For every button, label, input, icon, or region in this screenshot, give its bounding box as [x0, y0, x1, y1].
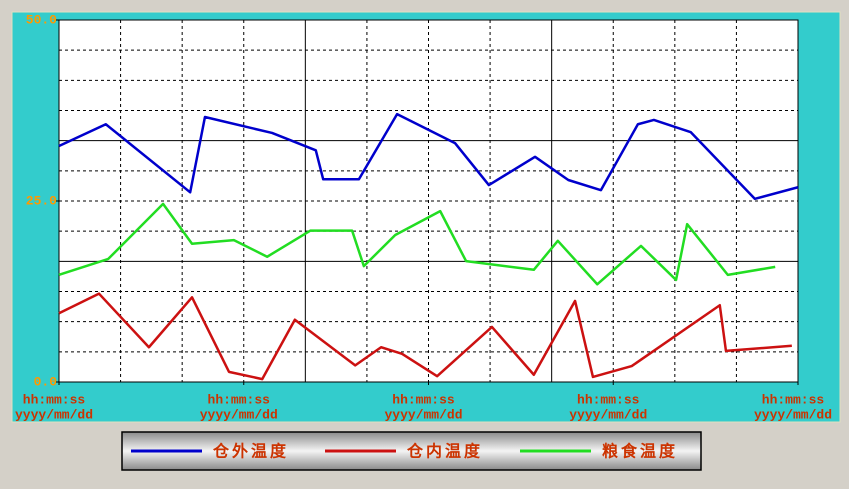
x-tick-label: hh:mm:ss: [23, 392, 86, 407]
legend: [121, 431, 702, 471]
x-tick-label: yyyy/mm/dd: [754, 407, 832, 422]
y-tick-label: 50.0: [26, 12, 57, 27]
legend-label: 仓外温度: [212, 442, 289, 461]
x-tick-label: yyyy/mm/dd: [15, 407, 93, 422]
x-tick-label: yyyy/mm/dd: [200, 407, 278, 422]
y-tick-label: 0.0: [34, 374, 58, 389]
x-tick-label: yyyy/mm/dd: [384, 407, 462, 422]
x-tick-label: hh:mm:ss: [762, 392, 825, 407]
x-tick-label: hh:mm:ss: [392, 392, 455, 407]
y-tick-label: 25.0: [26, 193, 57, 208]
x-tick-label: hh:mm:ss: [208, 392, 271, 407]
series-line: [58, 112, 799, 201]
x-tick-label: yyyy/mm/dd: [569, 407, 647, 422]
legend-label: 仓内温度: [406, 442, 483, 461]
series-line: [58, 292, 792, 381]
legend-label: 粮食温度: [602, 442, 678, 461]
series-line: [58, 202, 776, 286]
x-tick-label: hh:mm:ss: [577, 392, 640, 407]
